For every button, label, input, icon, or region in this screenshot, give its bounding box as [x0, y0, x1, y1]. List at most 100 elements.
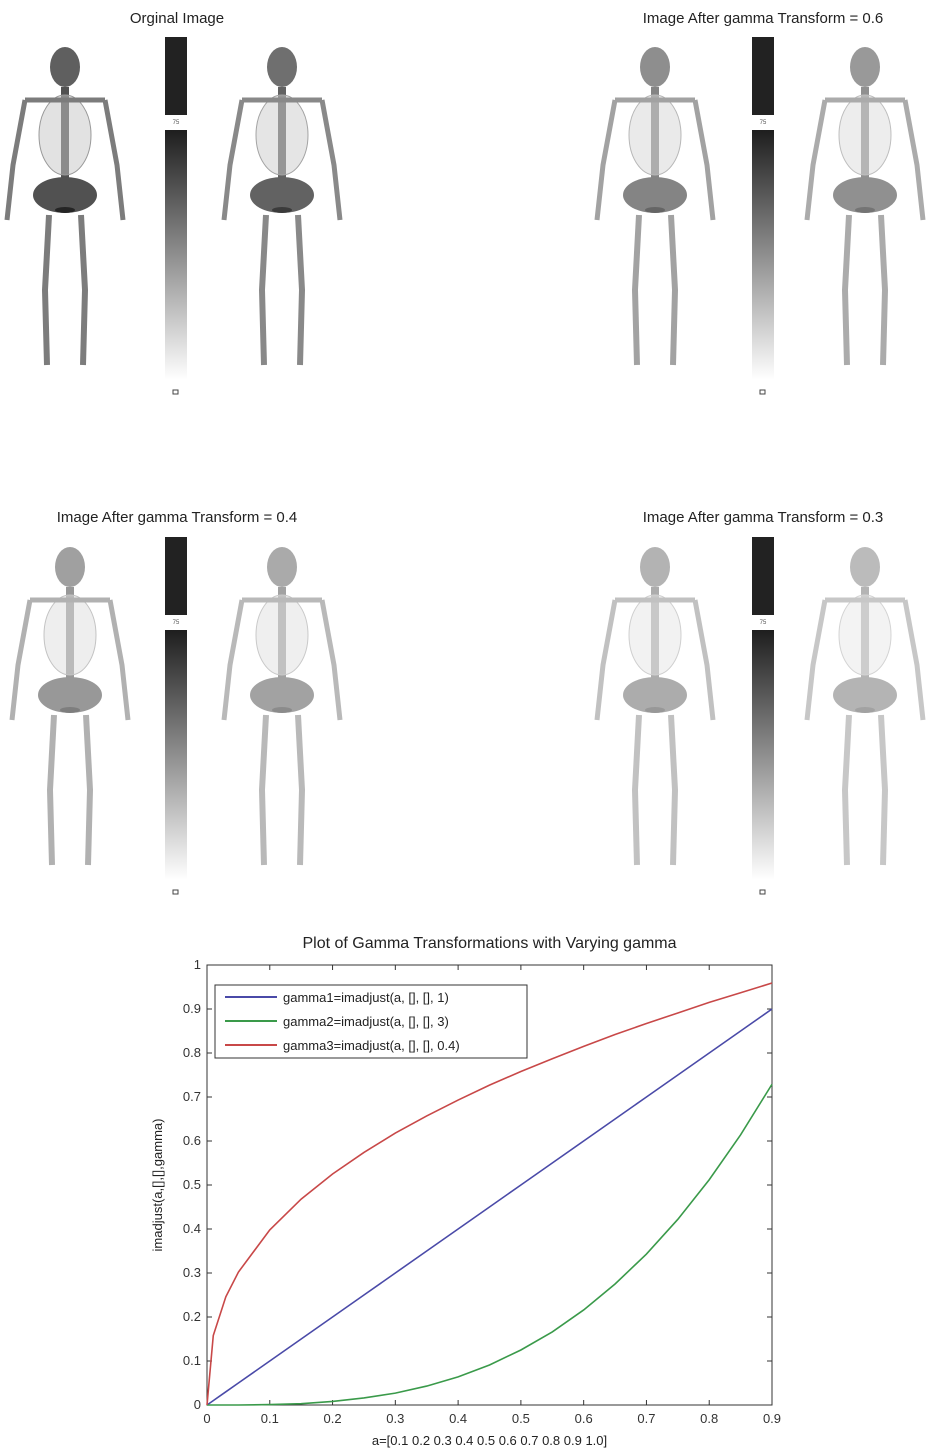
chart-title: Plot of Gamma Transformations with Varyi…	[302, 935, 676, 952]
ribcage	[629, 595, 681, 675]
y-tick-label: 0.2	[183, 1309, 201, 1324]
left-arm	[12, 600, 30, 720]
x-tick-label: 0.8	[700, 1411, 718, 1426]
left-arm	[224, 100, 242, 220]
bladder	[272, 707, 292, 713]
back-scan	[807, 547, 923, 865]
front-scan	[12, 547, 128, 865]
left-arm	[597, 100, 615, 220]
y-tick-label: 0.4	[183, 1221, 201, 1236]
colorbar-end	[173, 890, 178, 894]
front-scan	[597, 547, 713, 865]
right-leg	[671, 215, 675, 365]
y-tick-label: 1	[194, 957, 201, 972]
left-arm	[7, 100, 25, 220]
ribcage	[629, 95, 681, 175]
skull	[267, 47, 297, 87]
x-tick-label: 0	[203, 1411, 210, 1426]
right-arm	[110, 600, 128, 720]
y-tick-label: 0.7	[183, 1089, 201, 1104]
colorbar-label: 75	[173, 620, 180, 626]
colorbar	[752, 630, 774, 880]
left-leg	[45, 215, 49, 365]
left-leg	[845, 715, 849, 865]
legend-label: gamma2=imadjust(a, [], [], 3)	[283, 1014, 449, 1029]
colorbar-top	[752, 37, 774, 115]
skull	[640, 547, 670, 587]
skull	[850, 547, 880, 587]
front-scan	[7, 47, 123, 365]
x-tick-label: 0.4	[449, 1411, 467, 1426]
x-tick-label: 0.7	[637, 1411, 655, 1426]
right-leg	[298, 215, 302, 365]
bladder	[645, 207, 665, 213]
back-scan	[224, 47, 340, 365]
skull	[267, 547, 297, 587]
y-tick-label: 0.9	[183, 1001, 201, 1016]
legend-label: gamma3=imadjust(a, [], [], 0.4)	[283, 1038, 460, 1053]
y-tick-label: 0.1	[183, 1353, 201, 1368]
bladder	[855, 207, 875, 213]
bladder	[60, 707, 80, 713]
ribcage	[839, 95, 891, 175]
colorbar-top	[165, 537, 187, 615]
left-arm	[807, 600, 825, 720]
right-arm	[905, 100, 923, 220]
back-scan	[224, 547, 340, 865]
left-leg	[262, 715, 266, 865]
panel-title: Image After gamma Transform = 0.3	[643, 509, 884, 526]
back-scan	[807, 47, 923, 365]
colorbar-end	[760, 390, 765, 394]
colorbar	[165, 130, 187, 380]
ribcage	[839, 595, 891, 675]
right-leg	[671, 715, 675, 865]
right-leg	[86, 715, 90, 865]
y-axis-label: imadjust(a,[],[],gamma)	[150, 1119, 165, 1252]
colorbar-top	[752, 537, 774, 615]
x-tick-label: 0.1	[261, 1411, 279, 1426]
bladder	[55, 207, 75, 213]
ribcage	[256, 595, 308, 675]
bladder	[645, 707, 665, 713]
right-arm	[695, 100, 713, 220]
colorbar	[165, 630, 187, 880]
legend-label: gamma1=imadjust(a, [], [], 1)	[283, 990, 449, 1005]
y-tick-label: 0.3	[183, 1265, 201, 1280]
skull	[55, 547, 85, 587]
y-tick-label: 0.8	[183, 1045, 201, 1060]
left-arm	[224, 600, 242, 720]
x-tick-label: 0.6	[575, 1411, 593, 1426]
right-leg	[298, 715, 302, 865]
panel-title: Orginal Image	[130, 10, 224, 27]
colorbar-label: 75	[760, 120, 767, 126]
bladder	[855, 707, 875, 713]
panel-title: Image After gamma Transform = 0.4	[57, 509, 298, 526]
left-leg	[845, 215, 849, 365]
left-leg	[635, 215, 639, 365]
right-arm	[905, 600, 923, 720]
x-axis-label: a=[0.1 0.2 0.3 0.4 0.5 0.6 0.7 0.8 0.9 1…	[372, 1433, 607, 1448]
left-leg	[262, 215, 266, 365]
x-tick-label: 0.2	[324, 1411, 342, 1426]
x-tick-label: 0.9	[763, 1411, 781, 1426]
right-leg	[881, 715, 885, 865]
right-leg	[881, 215, 885, 365]
left-arm	[597, 600, 615, 720]
ribcage	[39, 95, 91, 175]
skull	[640, 47, 670, 87]
right-leg	[81, 215, 85, 365]
colorbar-top	[165, 37, 187, 115]
y-tick-label: 0.6	[183, 1133, 201, 1148]
skull	[850, 47, 880, 87]
right-arm	[105, 100, 123, 220]
skull	[50, 47, 80, 87]
colorbar-end	[760, 890, 765, 894]
x-tick-label: 0.3	[386, 1411, 404, 1426]
front-scan	[597, 47, 713, 365]
figure: Orginal Image 75 Image After gamma Transfo…	[0, 0, 927, 1452]
colorbar-label: 75	[173, 120, 180, 126]
series-line	[207, 1084, 772, 1405]
colorbar-label: 75	[760, 620, 767, 626]
bladder	[272, 207, 292, 213]
right-arm	[322, 600, 340, 720]
